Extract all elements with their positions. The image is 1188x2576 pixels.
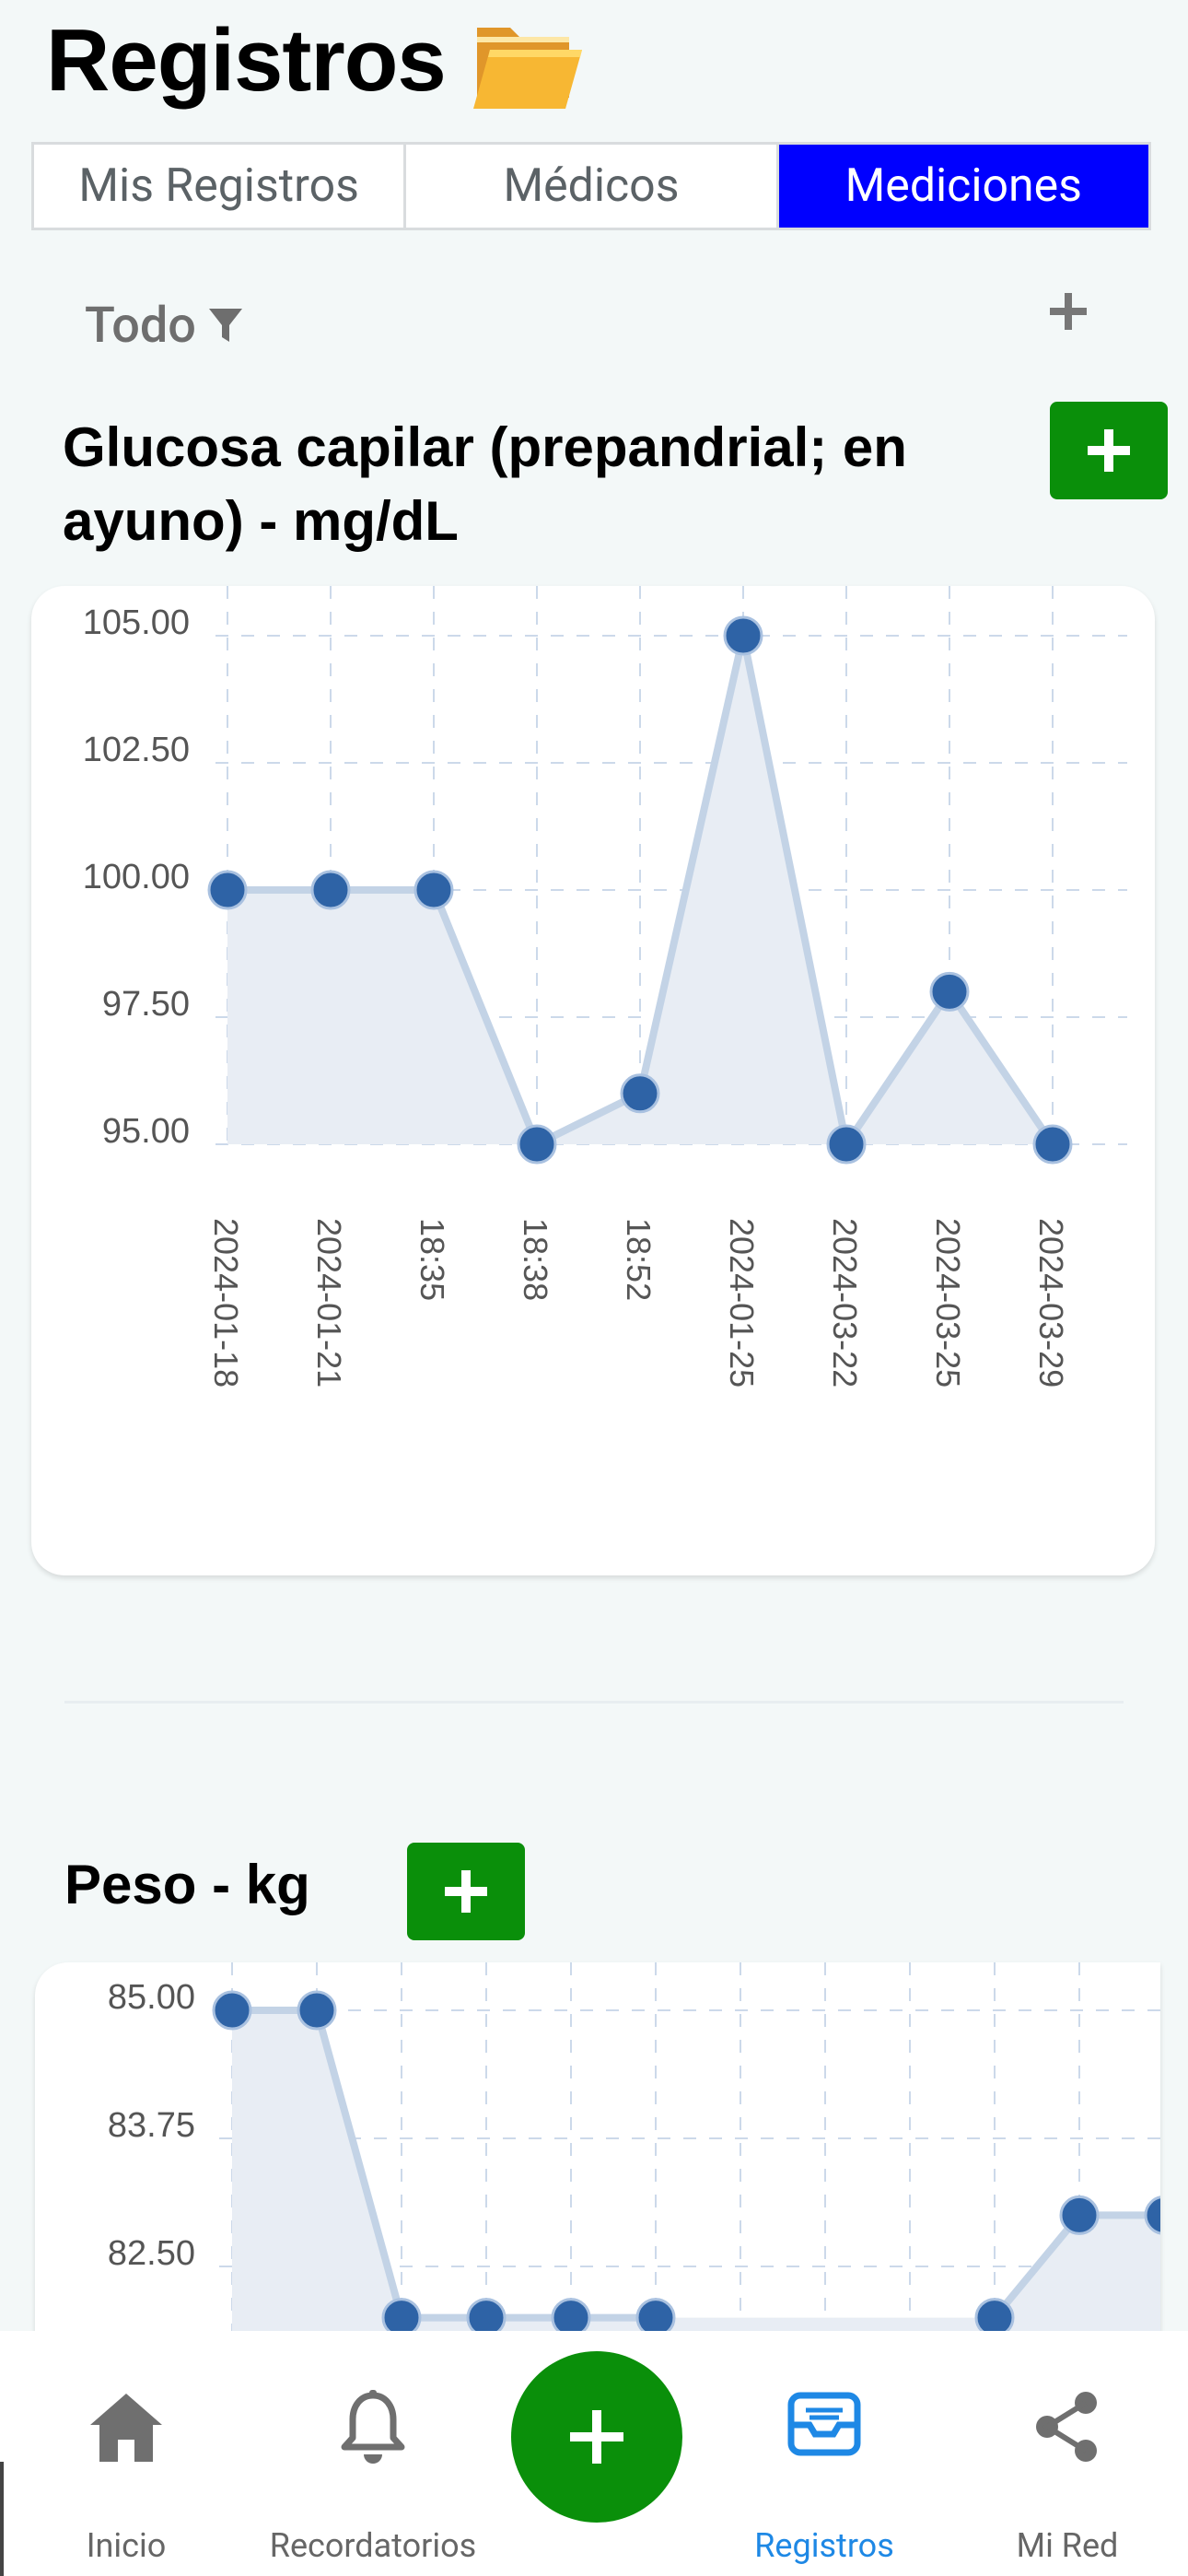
home-icon bbox=[90, 2394, 162, 2462]
weight-section-title: Peso - kg bbox=[64, 1854, 310, 1915]
data-point bbox=[297, 1990, 337, 2031]
y-tick-label: 105.00 bbox=[83, 603, 190, 642]
y-tick-label: 82.50 bbox=[108, 2234, 195, 2273]
nav-label-recordatorios: Recordatorios bbox=[269, 2526, 477, 2565]
data-point bbox=[207, 870, 248, 910]
x-tick-label: 2024-03-25 bbox=[929, 1218, 967, 1388]
header: Registros bbox=[46, 9, 584, 112]
filter-label: Todo bbox=[85, 297, 196, 355]
data-point bbox=[620, 1073, 660, 1114]
data-point bbox=[723, 615, 763, 656]
filter-icon bbox=[208, 308, 242, 342]
nav-registros[interactable]: Registros bbox=[705, 2331, 943, 2576]
glucose-section-title: Glucosa capilar (prepandrial; en ayuno) … bbox=[63, 411, 1020, 558]
add-weight-button[interactable] bbox=[407, 1843, 525, 1940]
nav-label-mi-red: Mi Red bbox=[1016, 2526, 1119, 2565]
add-measure-type-icon[interactable] bbox=[1048, 291, 1089, 332]
screen-edge bbox=[0, 2462, 4, 2576]
tab-mis-registros[interactable]: Mis Registros bbox=[34, 145, 407, 228]
glucose-title-line1: Glucosa capilar (prepandrial; en bbox=[63, 416, 907, 478]
add-glucose-button[interactable] bbox=[1050, 402, 1168, 499]
nav-inicio[interactable]: Inicio bbox=[7, 2331, 245, 2576]
share-icon bbox=[1036, 2392, 1097, 2462]
data-point bbox=[1144, 2195, 1160, 2235]
add-record-fab[interactable] bbox=[511, 2351, 682, 2523]
nav-mi-red[interactable]: Mi Red bbox=[949, 2331, 1186, 2576]
data-point bbox=[517, 1124, 557, 1165]
nav-label-inicio: Inicio bbox=[86, 2526, 167, 2565]
x-tick-label: 2024-01-21 bbox=[310, 1218, 348, 1388]
y-tick-label: 85.00 bbox=[108, 1978, 195, 2017]
x-tick-label: 18:52 bbox=[620, 1218, 658, 1301]
x-tick-label: 2024-01-25 bbox=[723, 1218, 761, 1388]
data-point bbox=[212, 1990, 252, 2031]
open-folder-icon bbox=[472, 28, 582, 109]
y-tick-label: 102.50 bbox=[83, 731, 190, 769]
plus-icon bbox=[445, 1870, 487, 1913]
tab-bar: Mis Registros Médicos Mediciones bbox=[31, 142, 1151, 230]
glucose-chart: 105.00 102.50 100.00 97.50 95.00 2024-01-18 20… bbox=[83, 586, 1127, 1388]
plus-icon bbox=[1088, 429, 1130, 472]
x-tick-label: 18:35 bbox=[413, 1218, 451, 1301]
glucose-chart-card: 105.00 102.50 100.00 97.50 95.00 2024-01-18 20… bbox=[31, 586, 1155, 1575]
plus-icon bbox=[570, 2410, 623, 2464]
data-point bbox=[929, 971, 970, 1012]
nav-recordatorios[interactable]: Recordatorios bbox=[254, 2331, 492, 2576]
filter-dropdown[interactable]: Todo bbox=[85, 297, 244, 355]
data-point bbox=[1032, 1124, 1073, 1165]
weight-chart: 85.00 83.75 82.50 bbox=[108, 1962, 1160, 2423]
inbox-icon bbox=[787, 2392, 861, 2456]
section-divider bbox=[64, 1701, 1124, 1704]
glucose-title-line2: ayuno) - mg/dL bbox=[63, 490, 459, 552]
data-point bbox=[826, 1124, 867, 1165]
y-tick-label: 100.00 bbox=[83, 858, 190, 896]
y-tick-label: 97.50 bbox=[102, 985, 190, 1024]
page-title: Registros bbox=[46, 11, 447, 110]
tab-medicos[interactable]: Médicos bbox=[406, 145, 779, 228]
y-tick-label: 83.75 bbox=[108, 2106, 195, 2145]
data-point bbox=[310, 870, 351, 910]
data-point bbox=[1059, 2195, 1100, 2235]
x-tick-label: 18:38 bbox=[517, 1218, 554, 1301]
series-area bbox=[227, 636, 1053, 1144]
x-tick-label: 2024-03-29 bbox=[1032, 1218, 1070, 1388]
tab-mediciones[interactable]: Mediciones bbox=[778, 145, 1148, 228]
nav-label-registros: Registros bbox=[754, 2526, 894, 2565]
y-tick-label: 95.00 bbox=[102, 1112, 190, 1151]
data-point bbox=[413, 870, 454, 910]
x-tick-label: 2024-01-18 bbox=[207, 1218, 245, 1388]
bell-icon bbox=[341, 2390, 405, 2464]
x-tick-label: 2024-03-22 bbox=[826, 1218, 864, 1388]
